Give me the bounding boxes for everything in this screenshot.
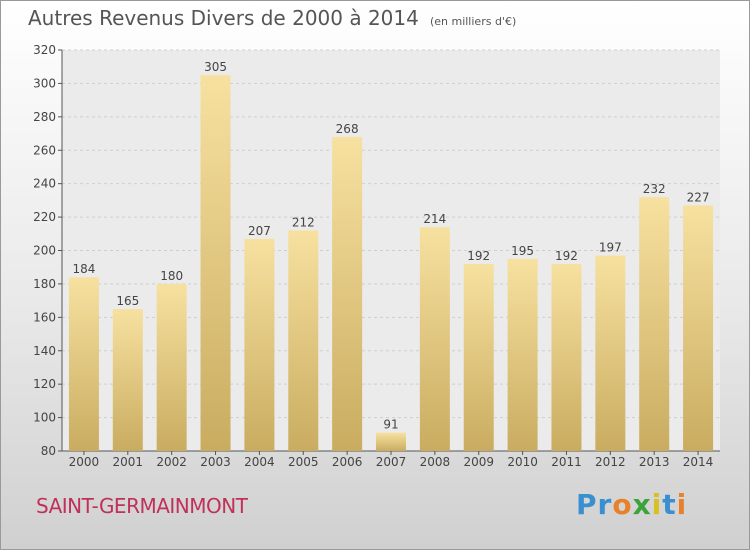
bar [244,238,275,451]
y-tick-label: 80 [41,444,56,458]
y-tick-label: 100 [33,411,56,425]
bar-value-label: 207 [248,224,271,238]
bar [419,227,450,451]
bar-value-label: 212 [292,215,315,229]
bar-value-label: 232 [643,182,666,196]
x-tick-label: 2011 [551,455,582,469]
bar [507,258,538,451]
y-tick-label: 320 [33,43,56,57]
x-tick-label: 2010 [507,455,538,469]
bar [551,263,582,451]
bar-value-label: 227 [687,190,710,204]
y-tick-label: 200 [33,244,56,258]
bar-value-label: 197 [599,241,622,255]
x-tick-label: 2006 [332,455,363,469]
bar-value-label: 192 [467,249,490,263]
y-tick-label: 300 [33,76,56,90]
y-tick-label: 280 [33,110,56,124]
chart-unit-label: (en milliers d'€) [429,15,517,28]
x-tick-label: 2012 [595,455,626,469]
y-tick-label: 220 [33,210,56,224]
bar [376,432,406,451]
y-tick-label: 260 [33,143,56,157]
x-tick-label: 2004 [244,455,275,469]
x-tick-label: 2003 [200,455,231,469]
y-tick-label: 240 [33,177,56,191]
x-tick-label: 2013 [639,455,670,469]
bar [288,230,319,451]
bar-value-label: 195 [511,244,534,258]
bar [639,197,670,451]
bar-value-label: 180 [160,269,183,283]
bar [683,205,714,451]
x-tick-label: 2000 [69,455,100,469]
bar [156,283,187,451]
chart-title: Autres Revenus Divers de 2000 à 2014 (en… [28,6,516,30]
x-tick-label: 2002 [156,455,187,469]
bar-value-label: 184 [72,262,95,276]
bar [463,263,494,451]
x-tick-label: 2014 [683,455,714,469]
bar-value-label: 268 [336,122,359,136]
place-name: SAINT-GERMAINMONT [36,494,248,518]
proxiti-logo: Proxiti [576,488,688,521]
x-tick-label: 2007 [376,455,407,469]
x-tick-label: 2001 [113,455,144,469]
y-tick-label: 140 [33,344,56,358]
bar-value-label: 305 [204,60,227,74]
x-tick-label: 2005 [288,455,319,469]
x-tick-label: 2009 [463,455,494,469]
bar-value-label: 165 [116,294,139,308]
bar-value-label: 91 [383,418,398,432]
x-tick-label: 2008 [420,455,451,469]
bar-value-label: 214 [423,212,446,226]
y-tick-label: 160 [33,310,56,324]
bar [68,277,99,451]
bar [332,136,363,451]
bar-value-label: 192 [555,249,578,263]
bar [595,255,626,451]
chart-title-text: Autres Revenus Divers de 2000 à 2014 [28,6,419,30]
y-tick-label: 120 [33,377,56,391]
bar [200,75,231,451]
bar [112,308,143,451]
y-tick-label: 180 [33,277,56,291]
